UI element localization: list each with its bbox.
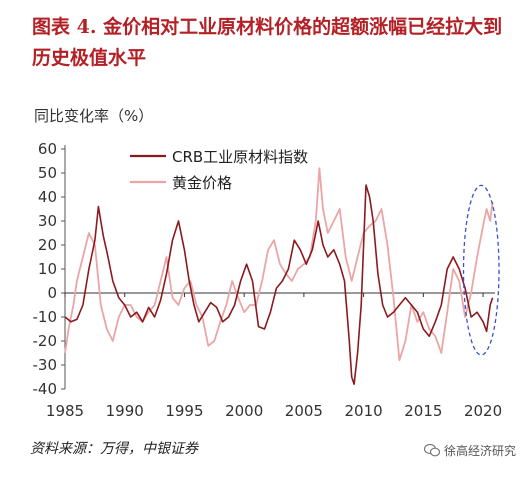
- y-tick-label: 30: [38, 212, 57, 230]
- y-tick-label: 60: [38, 140, 57, 158]
- highlight-ellipse: [462, 184, 500, 356]
- y-axis-label: 同比变化率（%）: [34, 107, 154, 125]
- source-note: 资料来源：万得，中银证券: [30, 441, 198, 457]
- x-tick-label: 1990: [106, 402, 144, 420]
- y-tick-label: -20: [33, 332, 58, 350]
- watermark: 徐高经济研究: [423, 442, 516, 459]
- watermark-text: 徐高经济研究: [443, 444, 516, 458]
- figure-title: 图表 4. 金价相对工业原材料价格的超额涨幅已经拉大到历史极值水平: [32, 16, 503, 69]
- legend-label-0: CRB工业原材料指数: [172, 148, 308, 166]
- y-tick-label: -30: [33, 356, 58, 374]
- y-tick-label: 50: [38, 164, 57, 182]
- x-tick-label: 2010: [345, 402, 383, 420]
- y-tick-label: -10: [33, 308, 58, 326]
- y-tick-label: 10: [38, 260, 57, 278]
- x-tick-label: 2020: [464, 402, 502, 420]
- x-tick-label: 2015: [404, 402, 442, 420]
- series-line-0: [64, 184, 494, 385]
- y-tick-label: -40: [33, 380, 58, 398]
- y-tick-label: 40: [38, 188, 57, 206]
- y-tick-label: 20: [38, 236, 57, 254]
- series-line-1: [64, 167, 494, 362]
- x-tick-label: 2000: [225, 402, 263, 420]
- x-tick-label: 1995: [165, 402, 203, 420]
- y-tick-label: 0: [47, 284, 57, 302]
- x-tick-label: 1985: [46, 402, 84, 420]
- wechat-icon: [423, 444, 440, 457]
- legend-label-1: 黄金价格: [172, 174, 232, 192]
- x-tick-label: 2005: [285, 402, 323, 420]
